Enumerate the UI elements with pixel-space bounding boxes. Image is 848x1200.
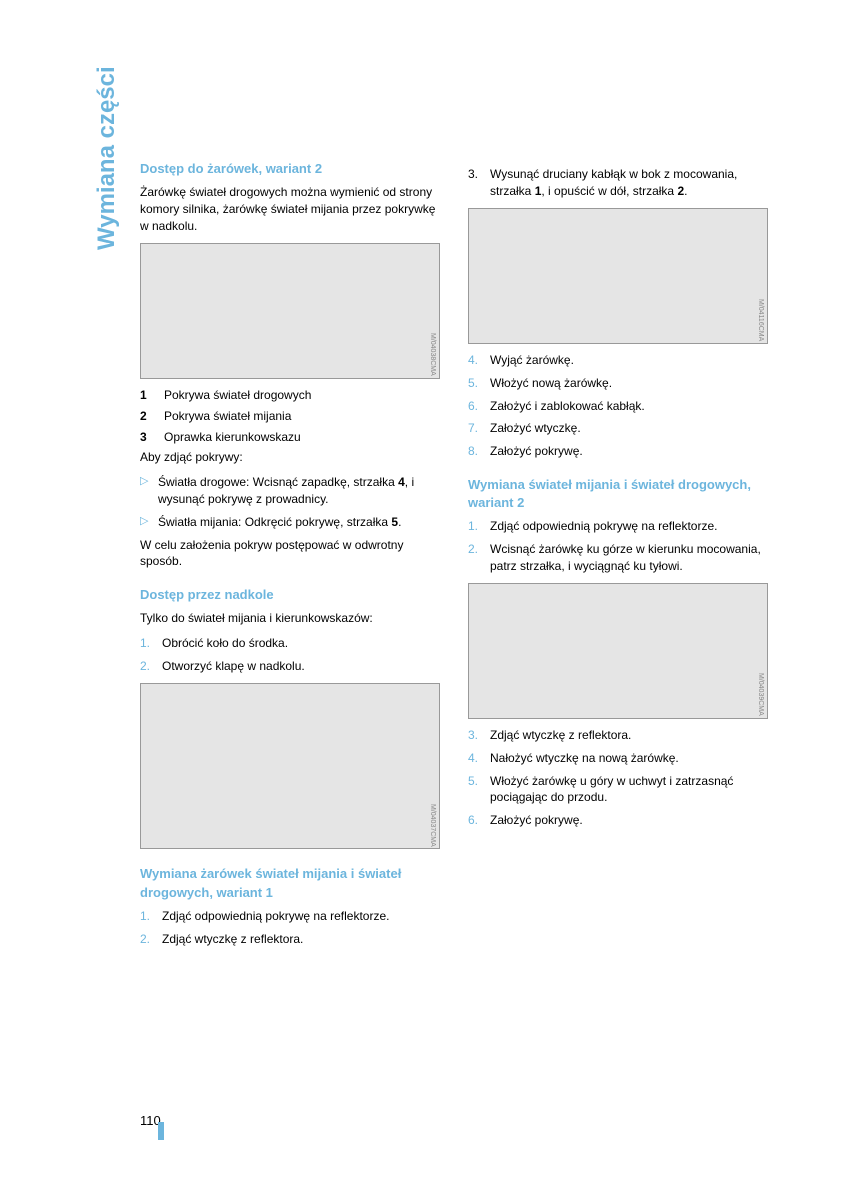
step-text: Zdjąć odpowiednią pokrywę na reflektorze… [162, 909, 389, 923]
right-column: 3.Wysunąć druciany kabłąk w bok z mocowa… [468, 160, 768, 953]
list-item: 3. Zdjąć wtyczkę z reflektora. [468, 727, 768, 744]
step-text: Założyć i zablokować kabłąk. [490, 399, 645, 413]
step-text: Nałożyć wtyczkę na nową żarówkę. [490, 751, 679, 765]
step-number: 5. [468, 375, 478, 392]
list-item: 5. Włożyć żarówkę u góry w uchwyt i zatrz… [468, 773, 768, 807]
legend-item: 2 Pokrywa świateł mijania [140, 408, 440, 425]
image-code: M/04039CMA [755, 673, 765, 716]
section-label: Wymiana części [90, 66, 124, 250]
heading-wheel-arch-access: Dostęp przez nadkole [140, 586, 440, 604]
figure-wheel-arch: M/04037CMA [140, 683, 440, 850]
list-item: 7. Założyć wtyczkę. [468, 420, 768, 437]
image-code: M/04037CMA [427, 804, 437, 847]
legend-text: Oprawka kierunkowskazu [164, 429, 301, 446]
legend-text: Pokrywa świateł drogowych [164, 387, 311, 404]
list-item: Światła mijania: Odkręcić pokrywę, strza… [140, 514, 440, 531]
page: Wymiana części Dostęp do żarówek, warian… [0, 0, 848, 1200]
page-marker [158, 1122, 164, 1140]
list-item: 1. Zdjąć odpowiednią pokrywę na reflektor… [140, 908, 440, 925]
ordered-list: 1. Zdjąć odpowiednią pokrywę na reflektor… [468, 518, 768, 574]
heading-bulb-replace-variant-2: Wymiana świateł mijania i świateł drogow… [468, 476, 768, 512]
paragraph: W celu założenia pokryw postępować w odw… [140, 537, 440, 571]
list-item: 8. Założyć pokrywę. [468, 443, 768, 460]
step-text: Zdjąć wtyczkę z reflektora. [490, 728, 631, 742]
step-text: Otworzyć klapę w nadkolu. [162, 659, 305, 673]
step-number: 1. [468, 518, 478, 535]
step-number: 3. [468, 727, 478, 744]
step-number: 2. [468, 541, 478, 558]
step-text: Zdjąć wtyczkę z reflektora. [162, 932, 303, 946]
step-number: 2. [140, 658, 150, 675]
figure-bulb-push: M/04039CMA [468, 583, 768, 719]
step-number: 6. [468, 398, 478, 415]
step-text: Włożyć nową żarówkę. [490, 376, 612, 390]
paragraph: Aby zdjąć pokrywy: [140, 449, 440, 466]
list-item: 2. Zdjąć wtyczkę z reflektora. [140, 931, 440, 948]
legend-text: Pokrywa świateł mijania [164, 408, 291, 425]
figure-headlight-rear: M/04038CMA [140, 243, 440, 379]
step-number: 7. [468, 420, 478, 437]
step-number: 6. [468, 812, 478, 829]
step-text: Wcisnąć żarówkę ku górze w kierunku moco… [490, 542, 761, 573]
legend-item: 1 Pokrywa świateł drogowych [140, 387, 440, 404]
list-item: 3.Wysunąć druciany kabłąk w bok z mocowa… [468, 166, 768, 200]
paragraph: Żarówkę świateł drogowych można wymienić… [140, 184, 440, 234]
ordered-list: 3.Wysunąć druciany kabłąk w bok z mocowa… [468, 166, 768, 200]
step-text: Wyjąć żarówkę. [490, 353, 574, 367]
step-number: 2. [140, 931, 150, 948]
list-item: 6. Założyć pokrywę. [468, 812, 768, 829]
list-item: 2. Otworzyć klapę w nadkolu. [140, 658, 440, 675]
ordered-list: 3. Zdjąć wtyczkę z reflektora. 4. Nałożyć … [468, 727, 768, 829]
step-number: 3. [468, 166, 478, 183]
content-columns: Dostęp do żarówek, wariant 2 Żarówkę świ… [140, 160, 768, 953]
list-item: 1. Obrócić koło do środka. [140, 635, 440, 652]
step-number: 1. [140, 635, 150, 652]
legend-number: 1 [140, 387, 152, 404]
ordered-list: 1. Obrócić koło do środka. 2. Otworzyć kla… [140, 635, 440, 675]
bullet-list: Światła drogowe: Wcisnąć zapadkę, strzał… [140, 474, 440, 530]
ordered-list: 1. Zdjąć odpowiednią pokrywę na reflektor… [140, 908, 440, 948]
heading-bulb-replace-variant-1: Wymiana żarówek świateł mijania i świate… [140, 865, 440, 901]
left-column: Dostęp do żarówek, wariant 2 Żarówkę świ… [140, 160, 440, 953]
step-number: 8. [468, 443, 478, 460]
ordered-list: 4.Wyjąć żarówkę. 5.Włożyć nową żarówkę. … [468, 352, 768, 460]
step-text: Zdjąć odpowiednią pokrywę na reflektorze… [490, 519, 717, 533]
step-text: Założyć pokrywę. [490, 444, 583, 458]
list-item: Światła drogowe: Wcisnąć zapadkę, strzał… [140, 474, 440, 508]
heading-access-variant-2: Dostęp do żarówek, wariant 2 [140, 160, 440, 178]
list-item: 4. Nałożyć wtyczkę na nową żarówkę. [468, 750, 768, 767]
list-item: 2. Wcisnąć żarówkę ku górze w kierunku mo… [468, 541, 768, 575]
step-text: Założyć wtyczkę. [490, 421, 581, 435]
list-item: 1. Zdjąć odpowiednią pokrywę na reflektor… [468, 518, 768, 535]
list-item: 4. Wyjąć żarówkę. [468, 352, 768, 369]
list-item: 5. Włożyć nową żarówkę. [468, 375, 768, 392]
step-number: 4. [468, 750, 478, 767]
legend-number: 2 [140, 408, 152, 425]
legend-item: 3 Oprawka kierunkowskazu [140, 429, 440, 446]
step-number: 1. [140, 908, 150, 925]
list-item: 6. Założyć i zablokować kabłąk. [468, 398, 768, 415]
image-code: M/04116CMA [755, 299, 765, 341]
step-number: 5. [468, 773, 478, 790]
legend-number: 3 [140, 429, 152, 446]
image-code: M/04038CMA [427, 333, 437, 376]
figure-wire-clip: M/04116CMA [468, 208, 768, 344]
step-text: Włożyć żarówkę u góry w uchwyt i zatrzas… [490, 774, 733, 805]
step-number: 4. [468, 352, 478, 369]
paragraph: Tylko do świateł mijania i kierunkowskaz… [140, 610, 440, 627]
step-text: Obrócić koło do środka. [162, 636, 288, 650]
step-text: Założyć pokrywę. [490, 813, 583, 827]
legend: 1 Pokrywa świateł drogowych 2 Pokrywa św… [140, 387, 440, 445]
